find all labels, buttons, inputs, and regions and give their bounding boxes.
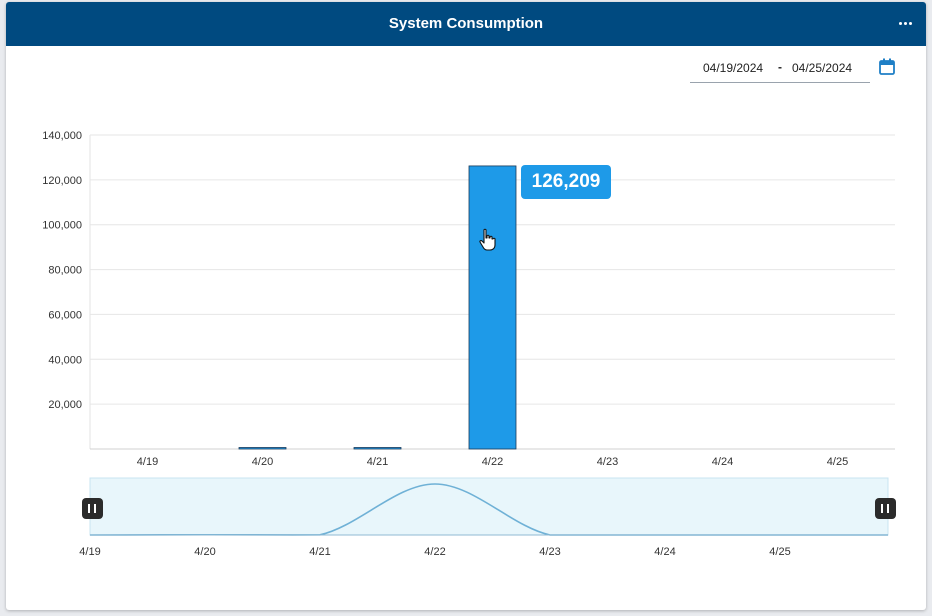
- x-tick-label: 4/20: [252, 456, 273, 468]
- x-tick-label: 4/19: [137, 456, 158, 468]
- x-tick-label: 4/23: [597, 456, 618, 468]
- value-tooltip: 126,209: [521, 165, 611, 199]
- more-horizontal-icon[interactable]: [898, 16, 914, 30]
- navigator-left-handle[interactable]: [82, 498, 103, 519]
- y-tick-label: 40,000: [48, 354, 82, 366]
- navigator-x-label: 4/19: [79, 546, 100, 558]
- tooltip-value: 126,209: [531, 171, 601, 192]
- navigator-right-handle[interactable]: [875, 498, 896, 519]
- navigator-x-label: 4/22: [424, 546, 445, 558]
- y-tick-label: 60,000: [48, 309, 82, 321]
- x-tick-label: 4/25: [827, 456, 848, 468]
- x-tick-label: 4/22: [482, 456, 503, 468]
- hand-pointer-icon: [479, 228, 496, 251]
- panel-title: System Consumption: [388, 15, 544, 32]
- calendar-icon[interactable]: [879, 58, 895, 75]
- navigator-window[interactable]: [89, 477, 889, 536]
- x-tick-label: 4/21: [367, 456, 388, 468]
- date-separator: -: [778, 60, 782, 74]
- panel-header: System Consumption: [6, 2, 926, 46]
- date-range-picker[interactable]: 04/19/2024 - 04/25/2024: [690, 56, 870, 83]
- navigator-x-label: 4/23: [539, 546, 560, 558]
- navigator-x-label: 4/21: [309, 546, 330, 558]
- y-tick-label: 120,000: [42, 175, 82, 187]
- navigator-x-label: 4/24: [654, 546, 675, 558]
- y-tick-label: 100,000: [42, 220, 82, 232]
- y-tick-label: 140,000: [42, 130, 82, 142]
- y-tick-label: 80,000: [48, 265, 82, 277]
- x-tick-label: 4/24: [712, 456, 733, 468]
- navigator-x-label: 4/20: [194, 546, 215, 558]
- start-date-input[interactable]: 04/19/2024: [703, 61, 764, 75]
- bar-4-20[interactable]: [238, 447, 287, 450]
- end-date-input[interactable]: 04/25/2024: [792, 61, 853, 75]
- bar-4-22[interactable]: [468, 165, 517, 450]
- navigator-x-label: 4/25: [769, 546, 790, 558]
- bar-4-21[interactable]: [353, 447, 402, 450]
- y-tick-label: 20,000: [48, 399, 82, 411]
